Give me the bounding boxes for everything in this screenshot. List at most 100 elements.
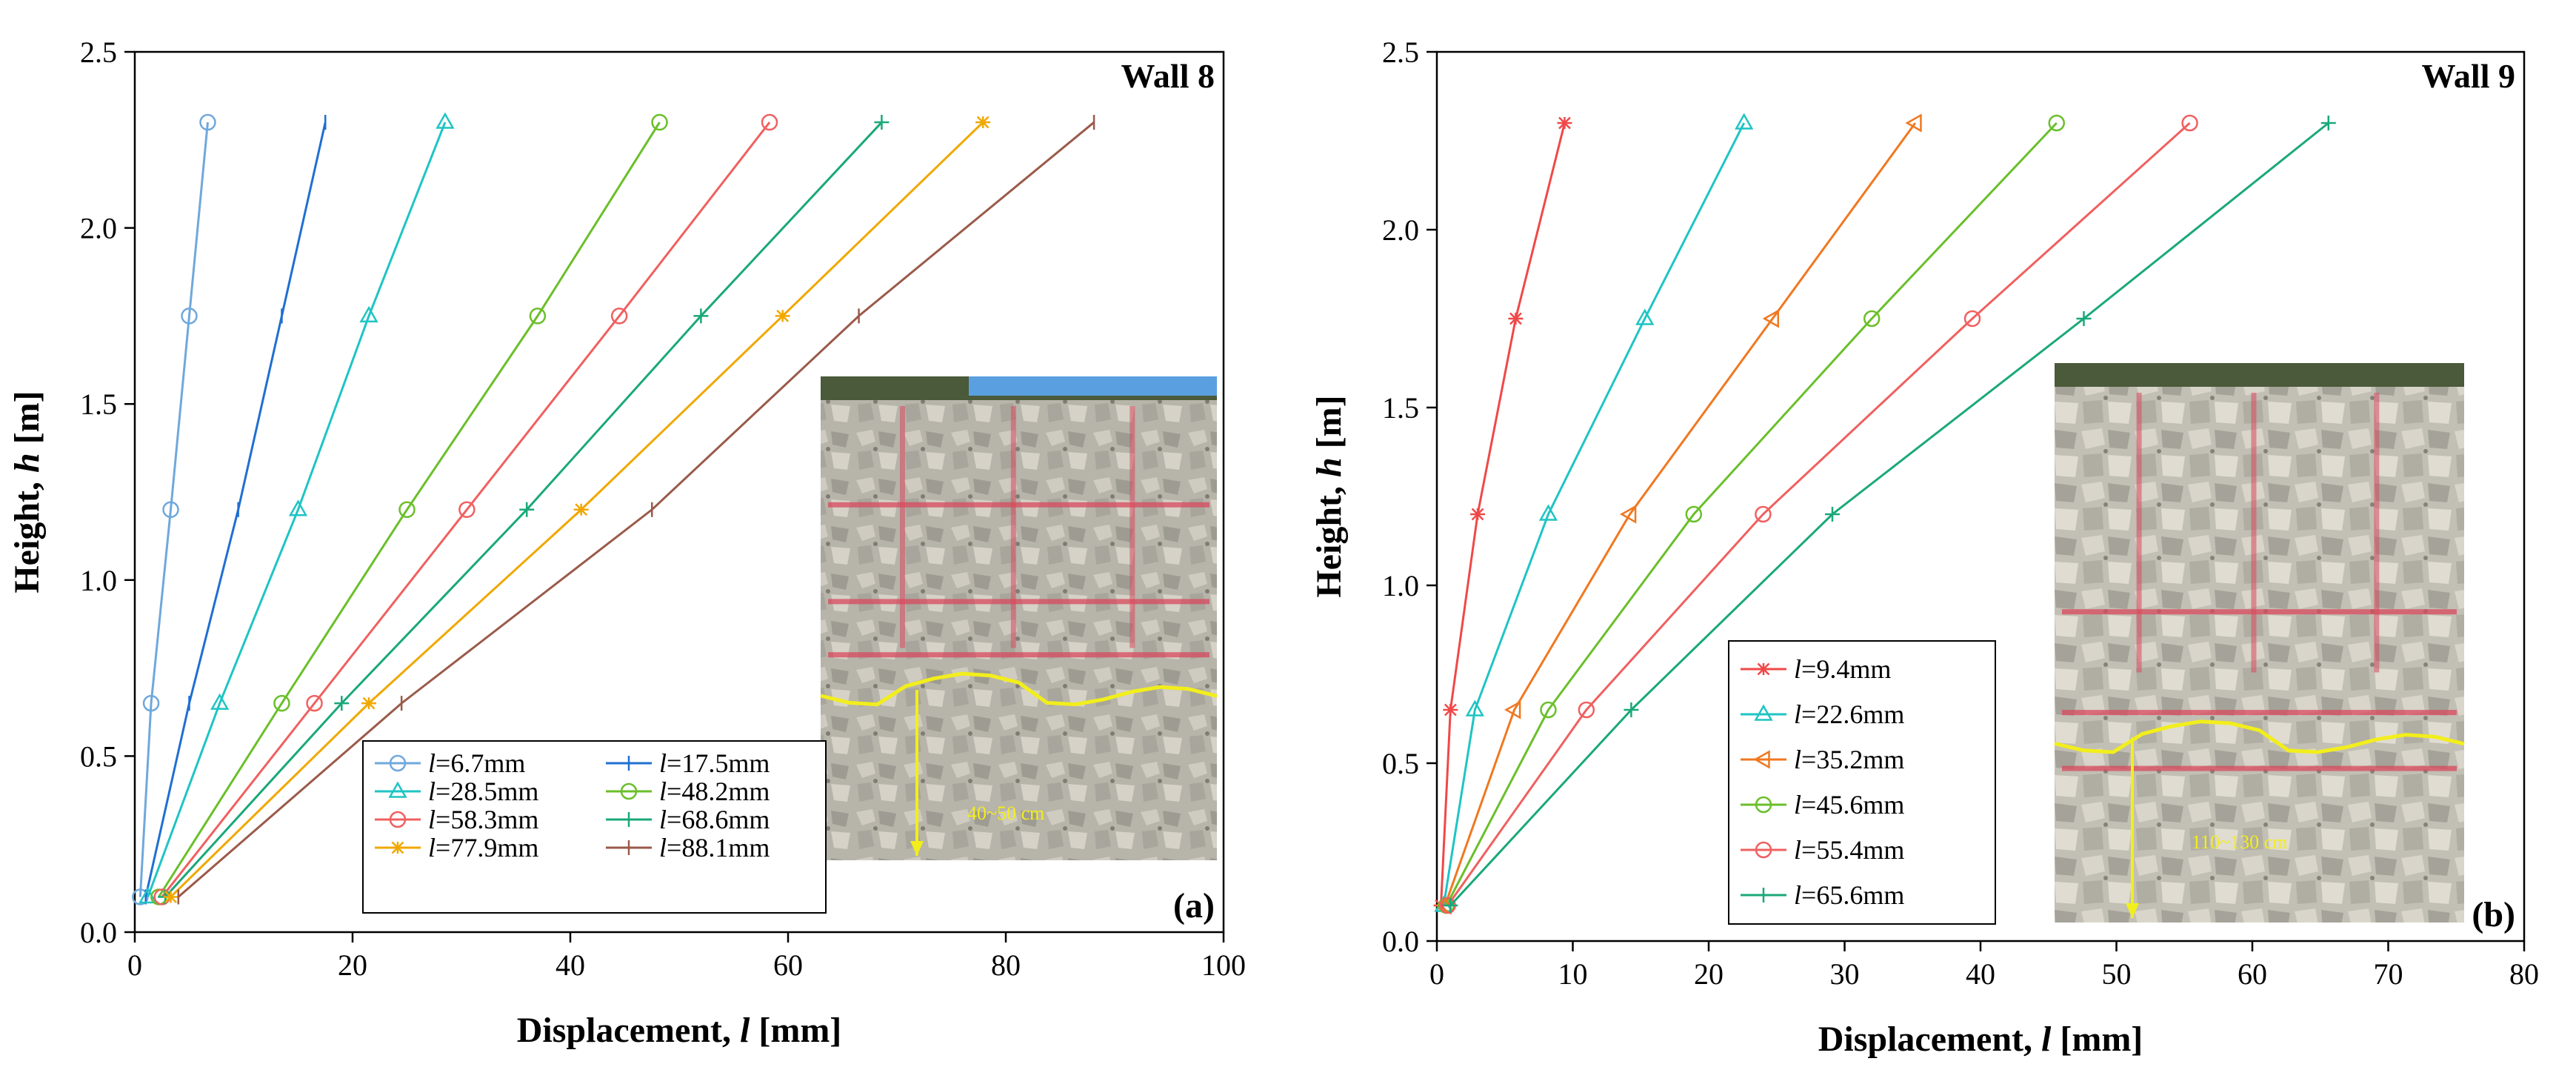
legend-label: l=65.6mm (1794, 880, 1904, 910)
legend-label: l=88.1mm (659, 833, 770, 862)
y-tick-label: 2.0 (80, 212, 117, 245)
legend-marker (621, 812, 636, 827)
plot-frame (133, 50, 1225, 934)
data-point (142, 694, 160, 712)
x-tick-label: 40 (1966, 957, 1995, 991)
data-point (1557, 116, 1572, 130)
legend-entry: l=45.6mm (1741, 790, 1904, 820)
data-point (1624, 702, 1639, 717)
x-tick-label: 80 (991, 948, 1021, 982)
legend-label: l=58.3mm (428, 805, 538, 834)
series-line (139, 122, 209, 897)
data-point (1470, 508, 1486, 521)
x-tick-label: 0 (127, 948, 142, 982)
series-7 (163, 116, 991, 903)
data-point (398, 501, 416, 519)
data-point (693, 308, 709, 324)
inset-photo-background (821, 376, 1217, 860)
data-point (2320, 116, 2336, 130)
inset-photo-tarp (969, 376, 1217, 396)
data-point (1538, 504, 1558, 521)
legend-label: l=17.5mm (659, 748, 770, 778)
series-8 (177, 115, 1095, 905)
legend-label: l=48.2mm (659, 777, 770, 806)
y-tick-label: 1.0 (80, 564, 117, 597)
data-point (162, 501, 179, 519)
y-tick-label: 0.0 (1382, 925, 1419, 958)
legend-entry: l=6.7mm (375, 748, 525, 778)
series-5 (153, 113, 778, 905)
x-tick-label: 100 (1201, 948, 1246, 982)
data-point (1735, 113, 1754, 130)
legend-entry: l=22.6mm (1741, 699, 1904, 729)
data-point (1824, 507, 1840, 522)
inset-red-mark (2136, 393, 2142, 673)
series-1 (1433, 116, 1572, 912)
data-point (306, 694, 323, 712)
legend-entry: l=65.6mm (1741, 880, 1904, 910)
data-point (359, 305, 378, 323)
legend-entry: l=48.2mm (606, 777, 770, 806)
x-tick-label: 20 (338, 948, 367, 982)
legend-label: l=9.4mm (1794, 654, 1891, 684)
data-point (610, 308, 628, 325)
inset-red-mark (900, 406, 905, 648)
inset-red-mark (1129, 406, 1135, 648)
data-point (1685, 505, 1703, 523)
y-tick-label: 2.5 (1382, 36, 1419, 69)
data-point (1540, 701, 1557, 719)
data-point (1504, 700, 1521, 719)
inset-red-mark (2062, 710, 2457, 716)
legend-marker (620, 782, 638, 800)
inset-red-mark (828, 599, 1209, 605)
data-point (1762, 309, 1779, 328)
series-line (161, 122, 771, 898)
legend: l=9.4mm l=22.6mm l=35.2mm l=45.6mm l=55.4mm l… (1728, 640, 1996, 925)
data-point (573, 503, 589, 516)
data-point (1578, 701, 1595, 719)
legend-marker (1756, 662, 1771, 676)
series-line (1440, 122, 1566, 906)
data-point (181, 308, 198, 325)
legend-entry: l=55.4mm (1741, 835, 1904, 865)
y-tick-label: 0.0 (80, 916, 117, 949)
inset-red-mark (2062, 765, 2457, 771)
inset-annotation-text: 110~130 cm (2192, 831, 2287, 853)
data-point (436, 112, 455, 129)
x-tick-label: 20 (1694, 957, 1724, 991)
data-point (288, 499, 308, 516)
series-4 (150, 113, 668, 905)
legend-label: l=68.6mm (659, 805, 770, 834)
data-point (1905, 113, 1922, 133)
inset-crack-line (2054, 719, 2465, 754)
panel-label: (b) (2472, 895, 2515, 934)
x-tick-label: 60 (2238, 957, 2267, 991)
inset-annotation-text: 40~50 cm (967, 802, 1044, 824)
legend-marker (1755, 841, 1772, 859)
data-point (2048, 114, 2066, 132)
data-point (361, 697, 377, 710)
series-6 (1443, 116, 2336, 913)
data-point (761, 113, 778, 131)
legend-label: l=6.7mm (428, 748, 525, 778)
legend-marker (389, 811, 407, 828)
data-point (2076, 311, 2092, 326)
y-axis-title: Height, h [m] (7, 390, 47, 593)
inset-photo: 40~50 cm (820, 376, 1218, 860)
x-tick-label: 0 (1429, 957, 1444, 991)
legend-marker (1756, 888, 1771, 902)
x-tick-label: 10 (1558, 957, 1588, 991)
wall-label: Wall 8 (1121, 57, 1215, 95)
series-2 (1434, 113, 1754, 912)
legend-entry: l=9.4mm (1741, 654, 1891, 684)
y-tick-label: 1.0 (1382, 569, 1419, 602)
legend-marker (390, 841, 405, 854)
y-axis-title: Height, h [m] (1309, 395, 1349, 597)
legend-box (1728, 640, 1996, 925)
data-point (1635, 308, 1655, 325)
x-tick-label: 60 (773, 948, 803, 982)
data-point (529, 308, 547, 325)
data-point (1443, 898, 1458, 913)
